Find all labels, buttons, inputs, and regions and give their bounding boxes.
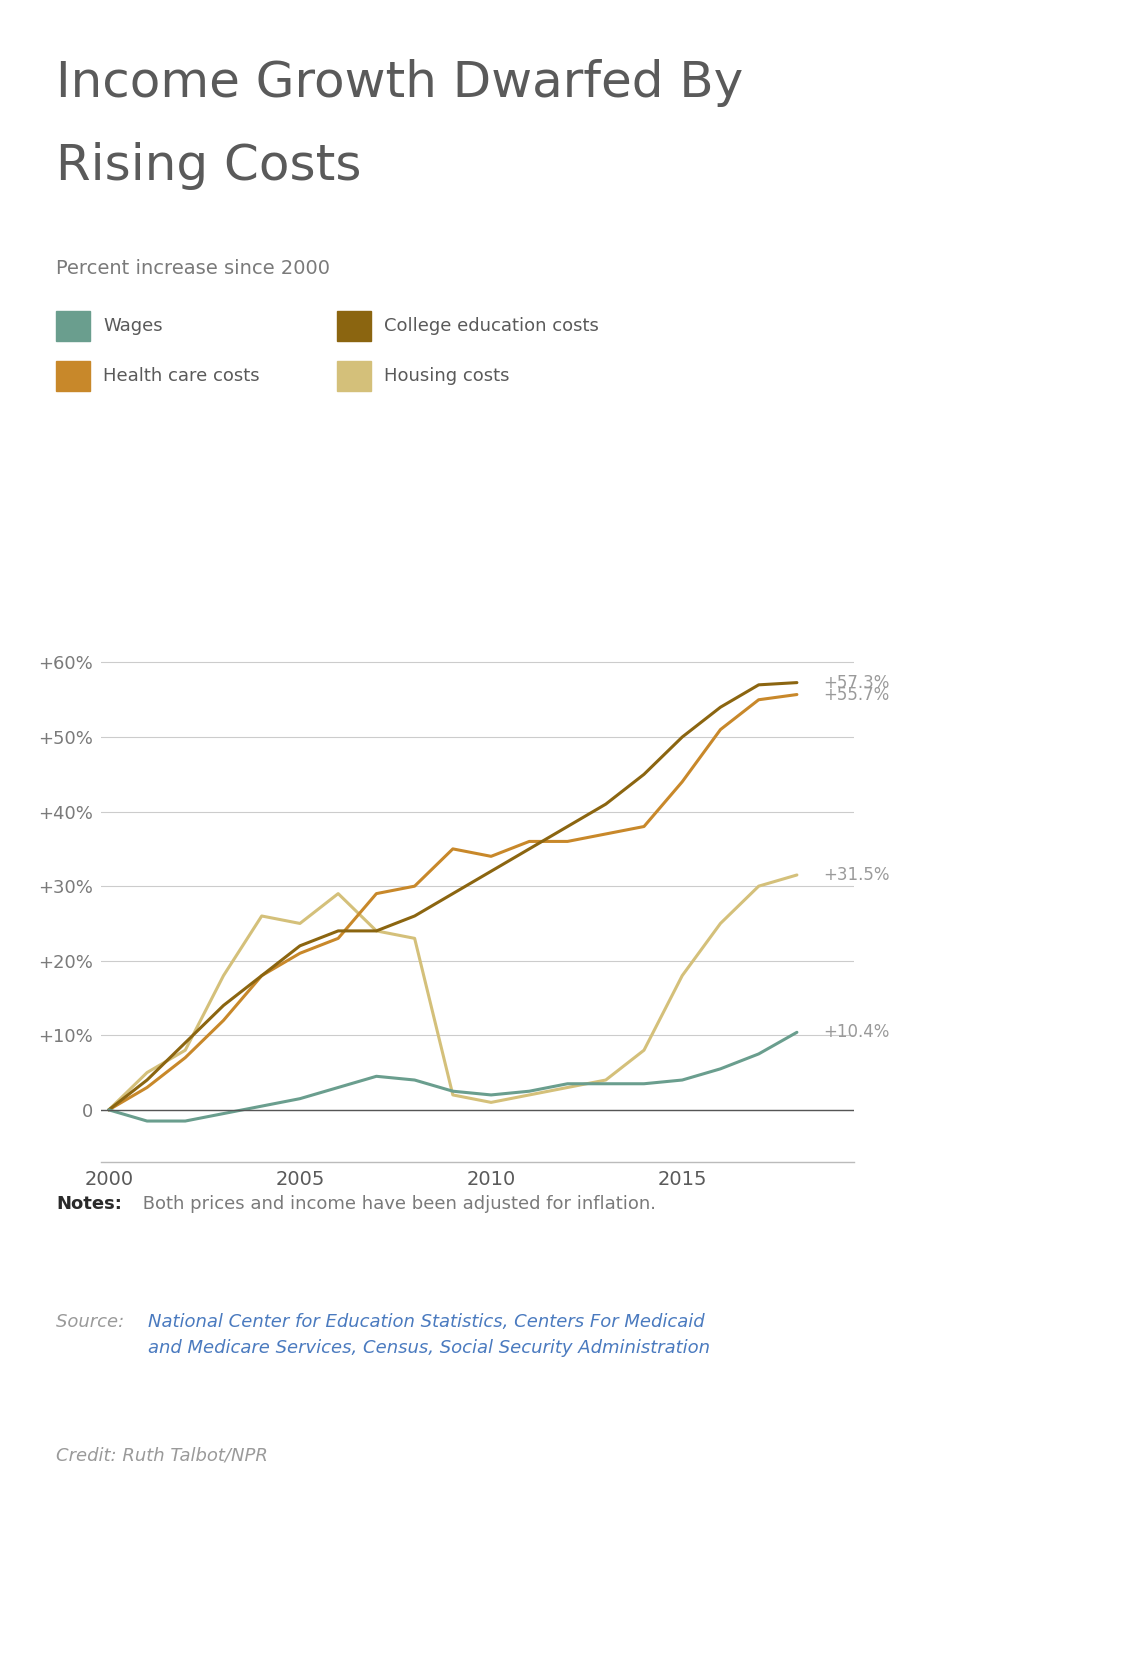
Text: +10.4%: +10.4% — [824, 1023, 890, 1042]
Text: Both prices and income have been adjusted for inflation.: Both prices and income have been adjuste… — [137, 1195, 656, 1214]
Text: +57.3%: +57.3% — [824, 674, 890, 692]
Text: +55.7%: +55.7% — [824, 686, 890, 704]
Text: Notes:: Notes: — [56, 1195, 123, 1214]
Text: College education costs: College education costs — [384, 318, 599, 334]
Text: Income Growth Dwarfed By: Income Growth Dwarfed By — [56, 59, 743, 107]
Text: Percent increase since 2000: Percent increase since 2000 — [56, 259, 330, 278]
Text: Health care costs: Health care costs — [103, 368, 260, 385]
Text: Credit: Ruth Talbot/NPR: Credit: Ruth Talbot/NPR — [56, 1446, 269, 1465]
Text: Rising Costs: Rising Costs — [56, 142, 362, 191]
Text: Housing costs: Housing costs — [384, 368, 510, 385]
Text: National Center for Education Statistics, Centers For Medicaid
and Medicare Serv: National Center for Education Statistics… — [148, 1313, 710, 1358]
Text: +31.5%: +31.5% — [824, 866, 890, 884]
Text: Wages: Wages — [103, 318, 163, 334]
Text: Source:: Source: — [56, 1313, 130, 1331]
